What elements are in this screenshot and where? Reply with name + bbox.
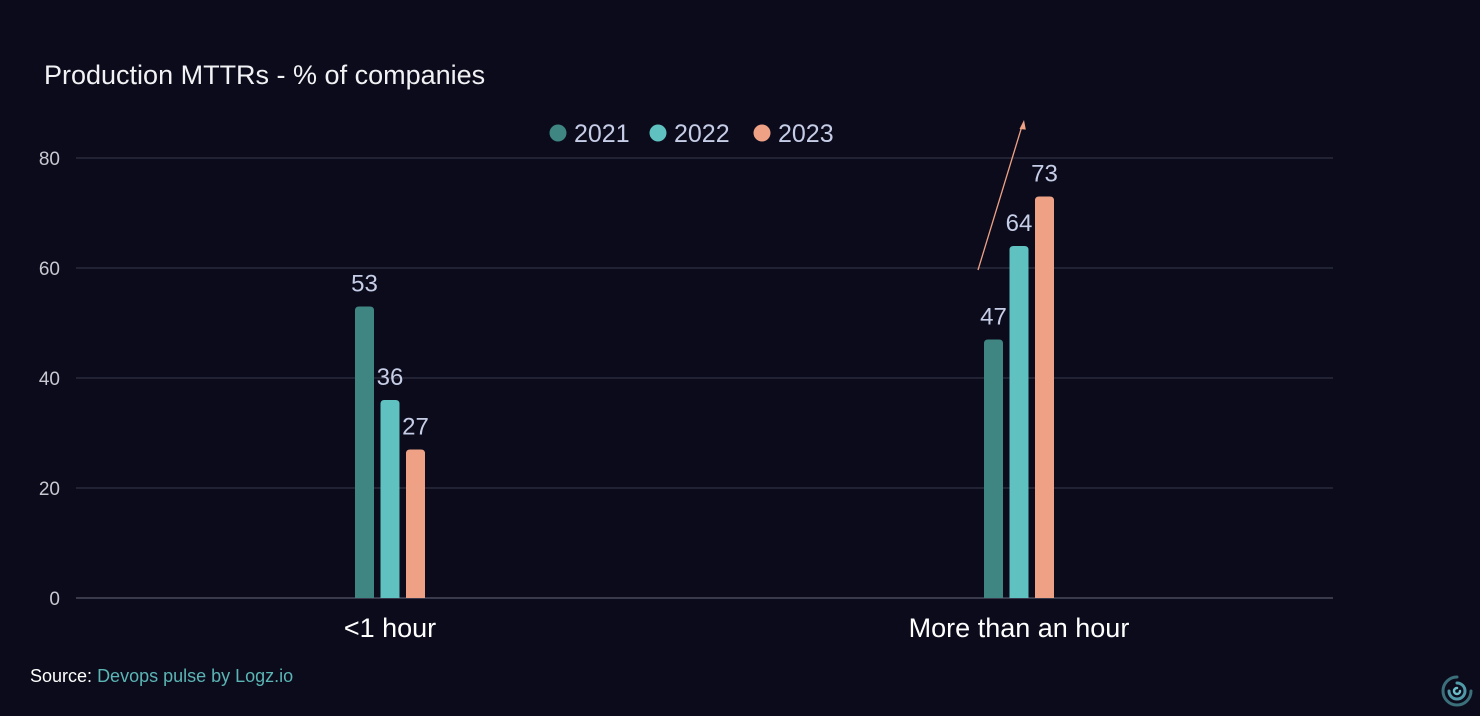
y-tick-label-0: 0 [49,589,60,610]
source-prefix: Source: [30,666,93,686]
y-tick-label-60: 60 [39,259,60,280]
data-label-2023-0: 27 [402,414,429,441]
data-label-2022-0: 36 [377,364,404,391]
legend-swatch-2021 [549,124,567,142]
category-label-1: More than an hour [909,613,1130,643]
data-label-2021-1: 47 [980,304,1007,331]
legend-label-2023: 2023 [778,120,834,148]
y-tick-label-20: 20 [39,479,60,500]
bar-2021-1 [984,339,1003,598]
logz-spiral-logo-icon [1441,675,1473,707]
data-label-2021-0: 53 [351,271,378,298]
y-tick-label-40: 40 [39,369,60,390]
source-link[interactable]: Devops pulse by Logz.io [97,666,294,686]
trend-arrow-line [977,125,1023,271]
chart-title: Production MTTRs - % of companies [44,60,486,90]
category-label-0: <1 hour [344,613,436,643]
bar-2023-0 [406,449,425,598]
data-label-2023-1: 73 [1031,161,1058,188]
legend-swatch-2022 [649,124,667,142]
legend-label-2022: 2022 [674,120,730,148]
bar-2022-1 [1009,246,1029,598]
legend-label-2021: 2021 [574,120,630,148]
bar-2021-0 [355,306,374,598]
data-label-2022-1: 64 [1006,210,1033,237]
y-tick-label-80: 80 [39,149,60,170]
legend-swatch-2023 [753,124,771,142]
trend-arrow-head-icon [1019,120,1026,130]
bar-2023-1 [1035,196,1054,598]
source-line: Source: Devops pulse by Logz.io [30,666,293,687]
bar-2022-0 [380,400,400,598]
